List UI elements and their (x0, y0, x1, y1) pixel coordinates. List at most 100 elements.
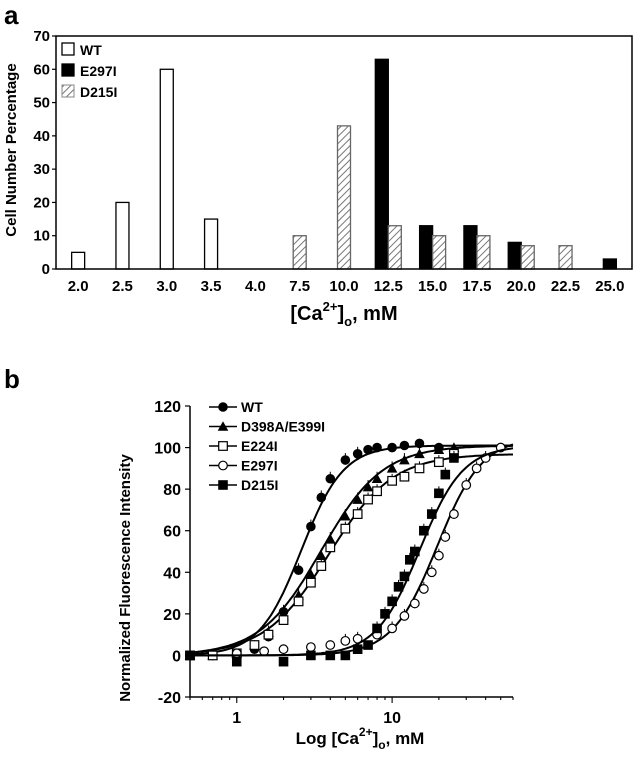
data-point-d215i (380, 609, 390, 619)
panel-a-y-axis-label: Cell Number Percentage (3, 63, 20, 236)
legend-swatch-wt (61, 42, 75, 56)
y-tick-label: 120 (154, 399, 181, 416)
bar-wt-2-0 (71, 251, 86, 270)
x-tick-label: 22.5 (551, 278, 580, 295)
series-d215i (185, 447, 514, 667)
panel-a-x-axis-label: [Ca2+]o, mM (290, 299, 397, 329)
bar-d215i-22-5 (558, 245, 573, 270)
bar-e297i-12-5 (374, 58, 389, 270)
legend-marker-e224i (218, 441, 228, 451)
legend-label-wt: WT (80, 42, 102, 58)
legend-swatch-d215i (61, 84, 75, 98)
fit-curve-e224i (189, 453, 513, 654)
panel-b-label: b (4, 364, 20, 394)
legend-label-wt: WT (241, 399, 263, 415)
data-point-wt (363, 444, 373, 455)
data-point-d215i (434, 488, 444, 499)
fit-curve-wt (189, 444, 513, 656)
data-point-d398a-e399i (352, 494, 363, 504)
data-point-wt (414, 438, 425, 449)
data-point-e224i (305, 577, 316, 588)
panel-a-plot-frame (55, 35, 633, 270)
bar-d215i-10-0 (336, 125, 352, 270)
panel-a: a Cell Number Percentage 0 10 20 30 40 50 60 70… (3, 0, 633, 329)
legend-marker-wt (218, 402, 228, 412)
data-point-wt (306, 521, 316, 532)
series-e224i (185, 446, 513, 661)
bar-d215i-15-0 (431, 235, 447, 270)
data-point-d215i (372, 623, 382, 634)
legend-label-d398a-e399i: D398A/E399I (241, 419, 325, 435)
fit-curve-d215i (190, 447, 514, 657)
data-point-d215i (231, 656, 242, 667)
data-point-wt (316, 492, 327, 503)
data-point-d215i (426, 509, 437, 519)
data-point-d215i (393, 582, 404, 592)
y-tick-label: 80 (163, 482, 181, 499)
series-wt (185, 438, 513, 661)
data-point-e224i (249, 640, 260, 650)
panel-a-y-ticks: 0 10 20 30 40 50 60 70 (33, 28, 56, 278)
data-point-e224i (352, 509, 363, 519)
data-point-e297i (471, 463, 482, 474)
panel-b-x-axis-label: Log [Ca2+]o, mM (296, 725, 425, 752)
data-point-d398a-e399i (340, 510, 351, 521)
data-point-d215i (440, 469, 451, 480)
data-point-d215i (325, 650, 336, 661)
bar-d215i-17-5 (476, 235, 491, 270)
data-point-wt (352, 449, 363, 459)
data-point-e224i (340, 523, 351, 534)
data-point-d215i (419, 525, 429, 536)
legend-label-e297i: E297I (80, 63, 117, 79)
series-d398a-e399i (184, 442, 513, 660)
series-e297i (185, 442, 514, 661)
bar-e297i-17-5 (463, 225, 478, 270)
bar-e297i-20-0 (507, 241, 522, 270)
y-tick-label: 10 (33, 228, 50, 245)
data-point-e224i (363, 494, 373, 505)
x-tick-label: 3.0 (156, 278, 177, 295)
x-tick-label: 25.0 (595, 278, 624, 295)
data-point-e297i (418, 584, 429, 594)
data-point-e224i (372, 486, 382, 497)
data-point-e297i (325, 640, 336, 650)
data-point-e224i (316, 561, 327, 571)
data-point-e224i (414, 463, 425, 474)
x-tick-label: 2.5 (112, 278, 133, 295)
data-point-e297i (305, 642, 316, 653)
panel-b-legend: WT D398A/E399I E224I E297I D215I (209, 399, 325, 493)
data-point-e297i (278, 644, 289, 655)
bar-e297i-25-0 (602, 258, 617, 270)
y-tick-label: 0 (42, 261, 50, 278)
data-point-e224i (293, 596, 304, 607)
y-tick-label: 100 (154, 441, 181, 458)
bar-wt-2-5 (115, 201, 130, 270)
data-point-e224i (278, 615, 289, 625)
data-point-e224i (433, 457, 444, 468)
y-tick-label: -20 (158, 690, 181, 707)
data-point-d215i (405, 555, 415, 565)
x-tick-label: 4.0 (245, 278, 266, 295)
x-tick-label: 15.0 (418, 278, 447, 295)
data-point-d398a-e399i (433, 444, 445, 454)
x-tick-label: 2.0 (68, 278, 89, 295)
panel-a-legend: WT E297I D215I (61, 42, 117, 100)
x-tick-label: 12.5 (374, 278, 403, 295)
y-tick-label: 20 (163, 607, 181, 624)
panel-a-bars (71, 58, 617, 270)
y-tick-label: 0 (172, 648, 181, 665)
y-tick-label: 60 (163, 524, 181, 541)
y-tick-label: 40 (163, 565, 181, 582)
bar-wt-3-5 (203, 218, 219, 270)
data-point-e297i (426, 567, 437, 578)
data-point-e224i (325, 542, 336, 553)
y-tick-label: 30 (33, 161, 50, 178)
legend-marker-d215i (218, 480, 228, 490)
legend-label-d215i: D215I (80, 84, 117, 100)
data-point-d215i (185, 650, 195, 661)
data-point-e297i (433, 550, 444, 561)
bar-wt-3-0 (159, 68, 174, 270)
panel-b-axes: -20 0 20 40 60 80 100 120 1 10 (154, 399, 514, 727)
y-tick-label: 40 (33, 128, 50, 145)
